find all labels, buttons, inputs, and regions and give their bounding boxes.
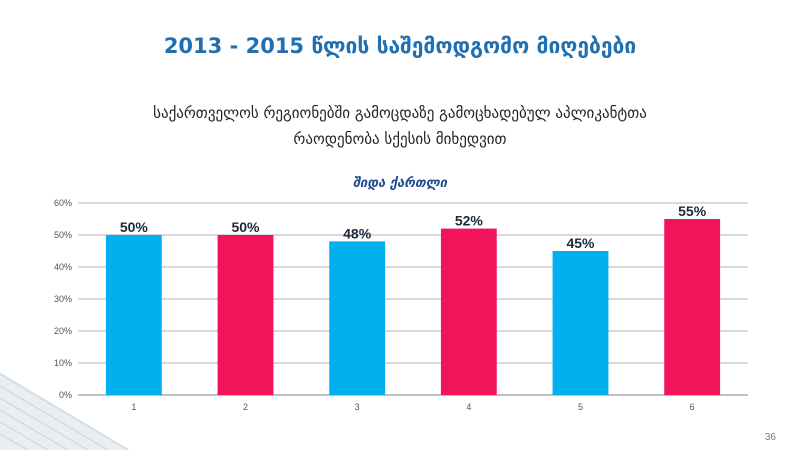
data-label: 52%: [455, 213, 484, 229]
bar: [329, 241, 386, 395]
y-tick-label: 20%: [54, 326, 72, 336]
bar: [664, 219, 721, 395]
bar: [105, 235, 162, 395]
data-label: 55%: [678, 203, 707, 219]
stripe-line: [0, 433, 29, 450]
x-tick-label: 1: [131, 402, 136, 412]
bar: [217, 235, 274, 395]
data-label: 50%: [231, 219, 260, 235]
stripe-line: [0, 373, 129, 450]
decorative-stripes: [0, 372, 130, 450]
bar: [440, 228, 497, 395]
y-tick-label: 60%: [54, 198, 72, 208]
bar: [552, 251, 609, 395]
gridlines: [78, 202, 748, 396]
y-tick-label: 40%: [54, 262, 72, 272]
x-tick-label: 5: [578, 402, 583, 412]
data-label: 50%: [120, 219, 149, 235]
page-subtitle: საქართველოს რეგიონებში გამოცდაზე გამოცხა…: [40, 100, 760, 152]
data-label: 45%: [566, 235, 595, 251]
subtitle-line-1: საქართველოს რეგიონებში გამოცდაზე გამოცხა…: [153, 104, 647, 122]
chart-title: შიდა ქართლი: [352, 176, 448, 191]
subtitle-line-2: რაოდენობა სქესის მიხედვით: [293, 130, 507, 148]
y-tick-label: 10%: [54, 358, 72, 368]
data-labels: 50% 50% 48% 52% 45% 55%: [120, 203, 707, 251]
x-tick-label: 3: [355, 402, 360, 412]
stripe-line: [0, 421, 49, 450]
stripe-line: [0, 409, 69, 450]
stripe-line: [0, 397, 89, 450]
y-axis-labels: 0% 10% 20% 30% 40% 50% 60%: [54, 198, 72, 400]
bars: [105, 219, 721, 395]
y-tick-label: 50%: [54, 230, 72, 240]
x-tick-label: 4: [466, 402, 471, 412]
y-tick-label: 0%: [59, 390, 72, 400]
x-tick-label: 6: [690, 402, 695, 412]
stripe-line: [0, 385, 109, 450]
y-tick-label: 30%: [54, 294, 72, 304]
x-axis-labels: 1 2 3 4 5 6: [131, 402, 694, 412]
stripe-lines: [0, 373, 129, 450]
page-number: 36: [764, 432, 776, 443]
page-title: 2013 - 2015 წლის საშემოდგომო მიღებები: [163, 34, 637, 58]
data-label: 48%: [343, 225, 372, 241]
x-tick-label: 2: [243, 402, 248, 412]
